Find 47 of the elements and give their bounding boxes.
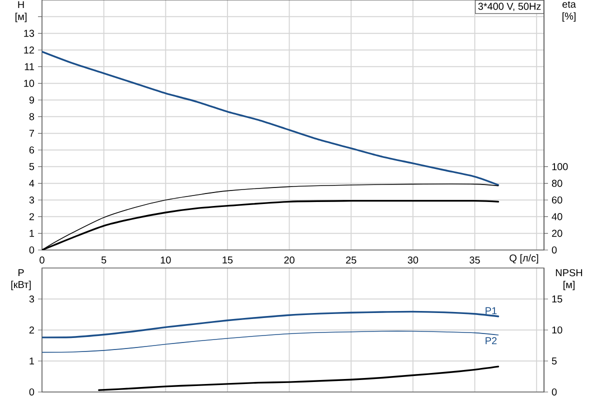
series-label: P2 bbox=[486, 337, 497, 344]
y2-tick-label: 20 bbox=[552, 230, 562, 237]
y2-tick-label: 0 bbox=[552, 246, 557, 254]
y2-tick-label: 40 bbox=[552, 213, 562, 220]
y-tick-label: 0 bbox=[29, 246, 34, 254]
x-tick-label: 0 bbox=[40, 256, 44, 264]
y-tick-label: 1 bbox=[30, 358, 34, 364]
y-tick-label: 3 bbox=[29, 295, 34, 303]
y2-tick-label: 15 bbox=[552, 296, 562, 302]
y2-tick-label: 0 bbox=[552, 388, 557, 396]
line-series bbox=[42, 50, 500, 186]
y-tick-label: 6 bbox=[29, 146, 34, 154]
x-tick-label: 20 bbox=[284, 256, 294, 264]
y2-tick-label: 80 bbox=[552, 180, 562, 187]
y2-tick-label: 60 bbox=[552, 196, 562, 204]
y-tick-label: 9 bbox=[29, 96, 34, 104]
y2-axis-title: NPSH [м] bbox=[556, 269, 582, 290]
y-tick-label: 12 bbox=[24, 46, 34, 54]
y-tick-label: 2 bbox=[29, 213, 34, 220]
y2-tick-label: 100 bbox=[552, 163, 568, 170]
y-tick-label: 5 bbox=[29, 163, 34, 170]
y-tick-label: 4 bbox=[29, 180, 34, 187]
line-series bbox=[98, 366, 500, 391]
series-label: P1 bbox=[486, 307, 497, 314]
y-tick-label: 8 bbox=[29, 113, 34, 120]
y-axis-title: P [кВт] bbox=[11, 269, 31, 290]
y-tick-label: 7 bbox=[29, 130, 34, 137]
y-tick-label: 0 bbox=[29, 388, 34, 396]
x-tick-label: 30 bbox=[408, 256, 418, 264]
y-tick-label: 11 bbox=[24, 63, 34, 70]
x-tick-label: 5 bbox=[101, 256, 106, 264]
y-tick-label: 3 bbox=[29, 196, 34, 204]
x-tick-label: 25 bbox=[346, 256, 356, 264]
x-tick-label: 35 bbox=[470, 256, 480, 264]
annotation: 3*400 V, 50Hz bbox=[478, 2, 541, 12]
line-series bbox=[42, 330, 499, 353]
x-axis-title: Q [л/с] bbox=[510, 254, 538, 264]
y-tick-label: 13 bbox=[24, 30, 34, 37]
x-tick-label: 10 bbox=[160, 256, 171, 264]
y-tick-label: 1 bbox=[30, 230, 34, 237]
y2-axis-title: eta [%] bbox=[562, 1, 576, 22]
y-tick-label: 10 bbox=[24, 80, 34, 87]
y2-tick-label: 10 bbox=[552, 326, 562, 334]
y-axis-title: H [м] bbox=[16, 1, 26, 22]
y-tick-label: 2 bbox=[29, 326, 34, 334]
x-tick-label: 15 bbox=[222, 256, 233, 264]
y2-tick-label: 5 bbox=[552, 358, 557, 364]
